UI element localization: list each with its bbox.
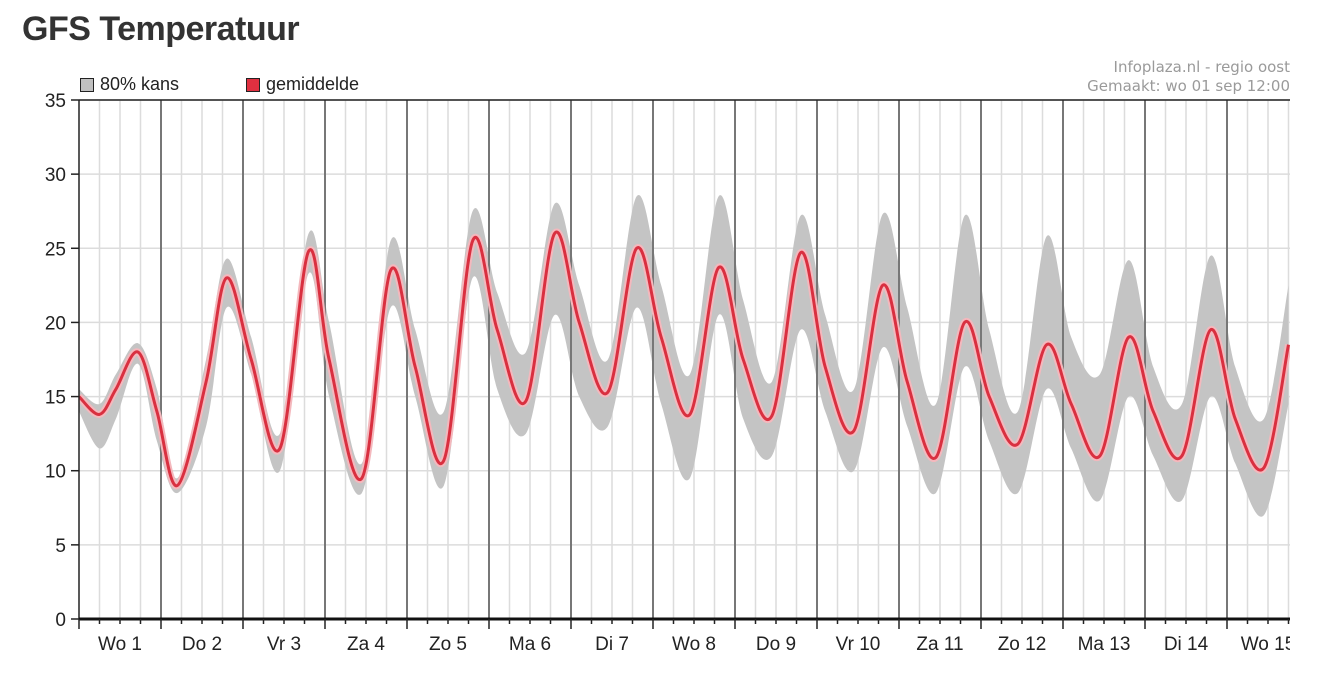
x-tick-label-day-5: Zo 5	[429, 634, 467, 655]
legend-swatch-band	[80, 77, 94, 92]
legend-item-mean[interactable]: gemiddelde	[246, 74, 359, 95]
legend-label-mean: gemiddelde	[266, 74, 360, 94]
legend-label-band: 80% kans	[100, 74, 180, 94]
x-tick-label-day-3: Vr 3	[267, 634, 301, 655]
y-tick-label-25: 25	[45, 239, 66, 260]
y-tick-label-0: 0	[55, 610, 66, 631]
x-tick-label-day-13: Ma 13	[1078, 634, 1131, 655]
x-tick-label-day-12: Zo 12	[998, 634, 1047, 655]
x-tick-label-day-9: Do 9	[756, 634, 796, 655]
x-tick-label-day-8: Wo 8	[672, 634, 716, 655]
x-tick-label-day-11: Za 11	[916, 634, 963, 655]
x-tick-label-day-10: Vr 10	[836, 634, 881, 655]
credits-source: Infoplaza.nl - regio oost	[1113, 58, 1290, 76]
x-tick-label-day-7: Di 7	[595, 634, 629, 655]
legend-swatch-mean	[246, 77, 260, 92]
y-tick-label-15: 15	[45, 388, 66, 409]
x-tick-label-day-1: Wo 1	[98, 634, 142, 655]
y-tick-label-5: 5	[55, 536, 66, 557]
credits-created: Gemaakt: wo 01 sep 12:00	[1087, 77, 1290, 95]
series-band-80pct	[79, 194, 1289, 517]
x-tick-label-day-15: Wo 15	[1241, 634, 1296, 655]
x-tick-label-day-4: Za 4	[347, 634, 385, 655]
y-tick-label-10: 10	[45, 462, 66, 483]
x-tick-label-day-6: Ma 6	[509, 634, 551, 655]
series-mean-line	[79, 230, 1290, 488]
y-tick-label-35: 35	[45, 91, 66, 112]
x-tick-label-day-14: Di 14	[1164, 634, 1209, 655]
page-title: GFS Temperatuur	[22, 10, 300, 48]
legend-item-band[interactable]: 80% kans	[80, 74, 179, 95]
chart-credits: Infoplaza.nl - regio oost Gemaakt: wo 01…	[1087, 58, 1290, 96]
y-tick-label-20: 20	[45, 313, 66, 334]
axis-right-mask	[1290, 621, 1326, 671]
y-tick-label-30: 30	[45, 165, 66, 186]
x-tick-label-day-2: Do 2	[182, 634, 222, 655]
